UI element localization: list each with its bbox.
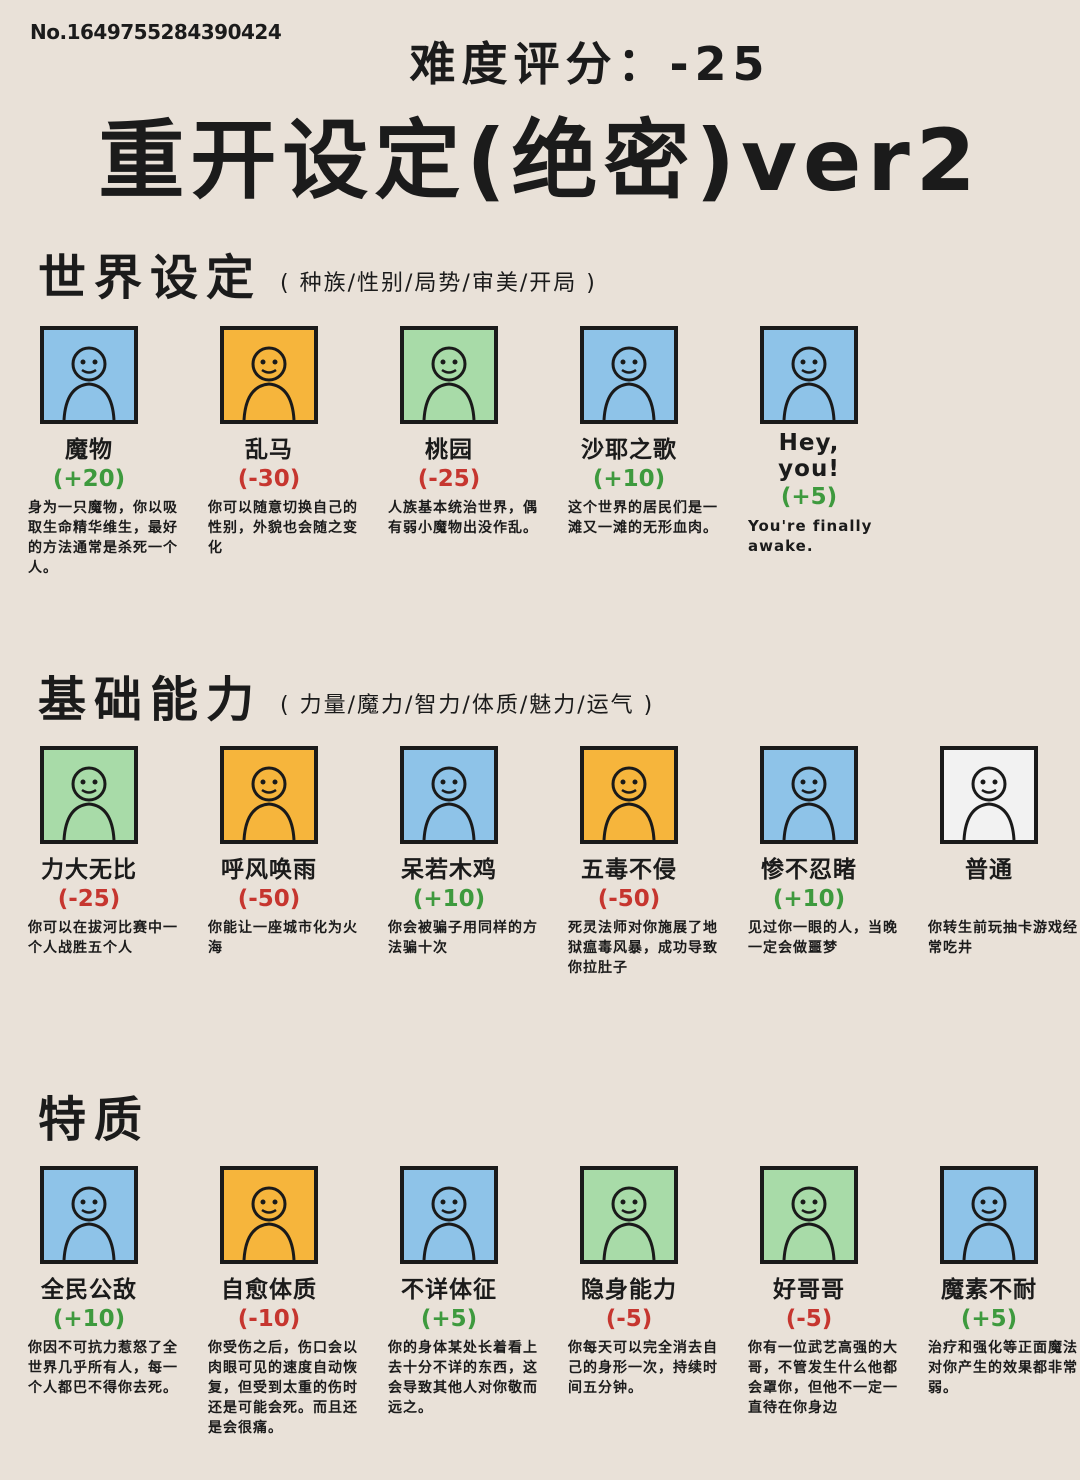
section-heading: 特质 <box>38 1092 151 1148</box>
trait-card[interactable]: 惨不忍睹 (+10) 见过你一眼的人，当晚一定会做噩梦 <box>748 746 928 958</box>
card-description: 你的身体某处长着看上去十分不详的东西，这会导致其他人对你敬而远之。 <box>388 1340 538 1416</box>
weightlift-icon <box>40 746 138 844</box>
card-description: 你受伤之后，伤口会以肉眼可见的速度自动恢复，但受到太重的伤时还是可能会死。而且还… <box>208 1340 358 1436</box>
trait-card[interactable]: Hey, you! (+5) You're finally awake. <box>748 326 928 556</box>
card-name: 不详体征 <box>401 1277 497 1303</box>
card-score: (+5) <box>960 1306 1018 1332</box>
card-description: 见过你一眼的人，当晚一定会做噩梦 <box>748 920 898 956</box>
card-name: 力大无比 <box>41 857 137 883</box>
serial-number: No.16497552843904​24 <box>30 20 282 44</box>
trait-card[interactable]: 桃园 (-25) 人族基本统治世界，偶有弱小魔物出没作乱。 <box>388 326 568 538</box>
trait-card[interactable]: 全民公敌 (+10) 你因不可抗力惹怒了全世界几乎所有人，每一个人都巴不得你去死。 <box>28 1166 208 1398</box>
card-score <box>928 886 1050 912</box>
slime-icon <box>400 326 498 424</box>
page-title: 重开设定(绝密)ver2 <box>98 111 982 211</box>
card-score: (-50) <box>237 886 301 912</box>
card-description: 这个世界的居民们是一滩又一滩的无形血肉。 <box>568 500 718 536</box>
card-name: 呼风唤雨 <box>221 857 317 883</box>
trait-card[interactable]: 魔物 (+20) 身为一只魔物，你以吸取生命精华维生，最好的方法通常是杀死一个人。 <box>28 326 208 578</box>
card-description: 治疗和强化等正面魔法对你产生的效果都非常弱。 <box>928 1340 1078 1396</box>
card-score: (+10) <box>592 466 666 492</box>
trait-card[interactable]: 自愈体质 (-10) 你受伤之后，伤口会以肉眼可见的速度自动恢复，但受到太重的伤时还… <box>208 1166 388 1438</box>
card-name: 沙耶之歌 <box>581 437 677 463</box>
card-name: 乱马 <box>245 437 293 463</box>
section-title-world: 世界设定 ( 种族/性别/局势/审美/开局 ) <box>38 238 597 308</box>
card-score: (-5) <box>785 1306 833 1332</box>
card-description: 你转生前玩抽卡游戏经常吃井 <box>928 920 1078 956</box>
card-score: (+5) <box>780 484 838 510</box>
card-description: 你有一位武艺高强的大哥，不管发生什么他都会罩你，但他不一定一直待在你身边 <box>748 1340 898 1416</box>
card-score: (+10) <box>52 1306 126 1332</box>
card-name: 魔素不耐 <box>941 1277 1037 1303</box>
dumb-face-icon <box>400 746 498 844</box>
card-name: 魔物 <box>65 437 113 463</box>
card-score: (-25) <box>417 466 481 492</box>
trait-card[interactable]: 力大无比 (-25) 你可以在拔河比赛中一个人战胜五个人 <box>28 746 208 958</box>
card-description: You're finally awake. <box>748 517 873 555</box>
card-description: 你可以在拔河比赛中一个人战胜五个人 <box>28 920 178 956</box>
trait-card[interactable]: 呆若木鸡 (+10) 你会被骗子用同样的方法骗十次 <box>388 746 568 958</box>
section-title-traits: 特质 <box>38 1080 168 1150</box>
trait-card[interactable]: 五毒不侵 (-50) 死灵法师对你施展了地狱瘟毒风暴，成功导致你拉肚子 <box>568 746 748 978</box>
target-person-icon <box>40 1166 138 1264</box>
trait-card[interactable]: 沙耶之歌 (+10) 这个世界的居民们是一滩又一滩的无形血肉。 <box>568 326 748 538</box>
ugly-face-icon <box>760 746 858 844</box>
trait-card[interactable]: 乱马 (-30) 你可以随意切换自己的性别，外貌也会随之变化 <box>208 326 388 558</box>
card-description: 你会被骗子用同样的方法骗十次 <box>388 920 538 956</box>
card-score: (+10) <box>412 886 486 912</box>
thumbs-up-icon <box>760 1166 858 1264</box>
card-score: (-25) <box>57 886 121 912</box>
card-grid-icon <box>940 746 1038 844</box>
card-description: 你因不可抗力惹怒了全世界几乎所有人，每一个人都巴不得你去死。 <box>28 1340 178 1396</box>
difficulty-score: 难度评分：-25 <box>409 37 771 91</box>
trait-card[interactable]: 魔素不耐 (+5) 治疗和强化等正面魔法对你产生的效果都非常弱。 <box>928 1166 1080 1398</box>
face-split-icon <box>220 326 318 424</box>
section-subtitle: ( 种族/性别/局势/审美/开局 ) <box>280 271 597 296</box>
section-heading: 世界设定 <box>38 250 263 306</box>
shadow-demon-icon <box>580 1166 678 1264</box>
card-description: 人族基本统治世界，偶有弱小魔物出没作乱。 <box>388 500 538 536</box>
card-name: 惨不忍睹 <box>761 857 857 883</box>
trait-card[interactable]: 呼风唤雨 (-50) 你能让一座城市化为火海 <box>208 746 388 958</box>
card-name: 五毒不侵 <box>581 857 677 883</box>
trait-card[interactable]: 隐身能力 (-5) 你每天可以完全消去自己的身形一次，持续时间五分钟。 <box>568 1166 748 1398</box>
card-name: 好哥哥 <box>773 1277 845 1303</box>
card-name: 普通 <box>965 857 1013 883</box>
storm-figure-icon <box>220 746 318 844</box>
trait-card[interactable]: 不详体征 (+5) 你的身体某处长着看上去十分不详的东西，这会导致其他人对你敬而远之… <box>388 1166 568 1418</box>
swirl-person-icon <box>940 1166 1038 1264</box>
card-name: 隐身能力 <box>581 1277 677 1303</box>
blob-monster-icon <box>580 326 678 424</box>
card-score: (-30) <box>237 466 301 492</box>
card-score: (+20) <box>52 466 126 492</box>
card-description: 你能让一座城市化为火海 <box>208 920 358 956</box>
section-subtitle: ( 力量/魔力/智力/体质/魅力/运气 ) <box>280 693 655 718</box>
card-name: 呆若木鸡 <box>401 857 497 883</box>
card-name: 桃园 <box>425 437 473 463</box>
card-description: 你可以随意切换自己的性别，外貌也会随之变化 <box>208 500 358 556</box>
card-score: (+5) <box>420 1306 478 1332</box>
card-description: 你每天可以完全消去自己的身形一次，持续时间五分钟。 <box>568 1340 718 1396</box>
card-score: (-5) <box>605 1306 653 1332</box>
card-name: 全民公敌 <box>41 1277 137 1303</box>
card-score: (-10) <box>237 1306 301 1332</box>
section-title-ability: 基础能力 ( 力量/魔力/智力/体质/魅力/运气 ) <box>38 660 654 730</box>
trait-card[interactable]: 好哥哥 (-5) 你有一位武艺高强的大哥，不管发生什么他都会罩你，但他不一定一直待在… <box>748 1166 928 1418</box>
skeleton-icon <box>40 326 138 424</box>
masked-hero-icon <box>580 746 678 844</box>
card-score: (-50) <box>597 886 661 912</box>
card-name: Hey, you! <box>778 430 840 482</box>
tentacle-icon <box>400 1166 498 1264</box>
card-description: 身为一只魔物，你以吸取生命精华维生，最好的方法通常是杀死一个人。 <box>28 500 178 576</box>
card-description: 死灵法师对你施展了地狱瘟毒风暴，成功导致你拉肚子 <box>568 920 718 976</box>
awake-man-icon <box>760 326 858 424</box>
section-heading: 基础能力 <box>38 672 263 728</box>
trait-card[interactable]: 普通你转生前玩抽卡游戏经常吃井 <box>928 746 1080 958</box>
punch-icon <box>220 1166 318 1264</box>
card-score: (+10) <box>772 886 846 912</box>
card-name: 自愈体质 <box>221 1277 317 1303</box>
